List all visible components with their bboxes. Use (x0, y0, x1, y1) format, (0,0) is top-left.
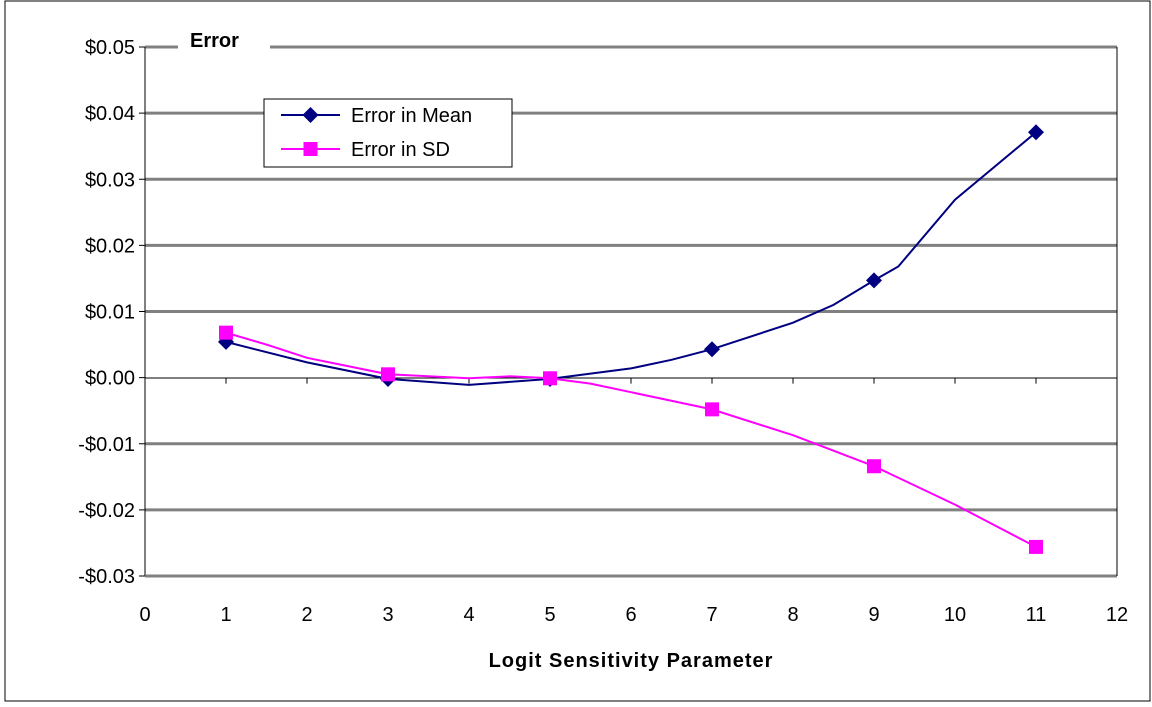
y-tick-label: $0.01 (85, 302, 135, 324)
data-point-diamond (704, 341, 720, 358)
series-error-in-sd (219, 325, 1043, 554)
legend-label-error-in-sd: Error in SD (351, 139, 450, 161)
x-tick-label: 6 (625, 604, 636, 626)
x-axis-tick-labels: 0 1 2 3 4 5 6 7 8 9 10 11 12 (139, 604, 1128, 626)
series-line (225, 131, 1037, 386)
series-line (225, 331, 1037, 548)
legend-marker-square-icon (303, 142, 318, 156)
y-tick-label: $0.02 (85, 235, 135, 257)
data-point-diamond (866, 272, 882, 289)
x-tick-label: 7 (706, 604, 717, 626)
y-tick-label: $0.00 (85, 368, 135, 390)
legend-marker-diamond-icon (302, 107, 319, 123)
y-axis-ticks (139, 46, 145, 577)
x-tick-label: 3 (382, 604, 393, 626)
data-point-square (867, 459, 881, 474)
data-point-square (381, 367, 395, 382)
chart-border (4, 0, 1151, 702)
x-tick-label: 12 (1106, 604, 1128, 626)
chart-title: Error (190, 30, 239, 52)
x-tick-label: 0 (139, 604, 150, 626)
legend-label-error-in-mean: Error in Mean (351, 105, 472, 127)
data-point-square (705, 402, 719, 417)
data-point-diamond (1028, 124, 1044, 141)
y-tick-label: $0.03 (85, 169, 135, 191)
x-tick-label: 2 (301, 604, 312, 626)
x-axis-title: Logit Sensitivity Parameter (489, 650, 774, 672)
data-point-square (1029, 539, 1043, 554)
x-tick-label: 9 (868, 604, 879, 626)
chart-title-background (178, 30, 270, 60)
x-tick-label: 5 (544, 604, 555, 626)
y-tick-label: -$0.03 (78, 566, 135, 588)
x-tick-label: 1 (220, 604, 231, 626)
y-tick-label: $0.04 (85, 103, 135, 125)
series-layer (218, 124, 1044, 554)
y-tick-label: -$0.02 (78, 500, 135, 522)
x-tick-label: 8 (787, 604, 798, 626)
y-tick-label: -$0.01 (78, 434, 135, 456)
x-tick-label: 10 (944, 604, 966, 626)
x-tick-label: 11 (1026, 604, 1047, 626)
data-point-square (543, 371, 557, 386)
y-tick-label: $0.05 (85, 37, 135, 59)
data-point-square (219, 325, 233, 340)
legend: Error in Mean Error in SD (263, 98, 513, 168)
y-axis-tick-labels: $0.05 $0.04 $0.03 $0.02 $0.01 $0.00 -$0.01 -$0.… (78, 37, 135, 588)
x-tick-label: 4 (463, 604, 474, 626)
